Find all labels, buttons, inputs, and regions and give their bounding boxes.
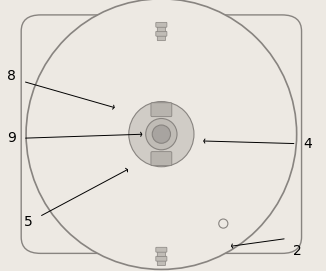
- Ellipse shape: [129, 102, 194, 167]
- Text: 4: 4: [303, 137, 312, 151]
- Text: 9: 9: [7, 131, 16, 145]
- FancyBboxPatch shape: [157, 252, 165, 257]
- FancyBboxPatch shape: [151, 103, 172, 117]
- Ellipse shape: [219, 219, 228, 228]
- Text: 2: 2: [293, 244, 302, 258]
- FancyBboxPatch shape: [156, 31, 167, 36]
- FancyBboxPatch shape: [157, 27, 165, 32]
- Ellipse shape: [146, 118, 177, 150]
- Text: 8: 8: [7, 69, 16, 83]
- FancyBboxPatch shape: [156, 256, 167, 261]
- FancyBboxPatch shape: [157, 36, 165, 41]
- Text: 5: 5: [24, 215, 33, 229]
- Ellipse shape: [93, 66, 230, 203]
- Ellipse shape: [129, 102, 194, 167]
- Ellipse shape: [152, 125, 170, 143]
- FancyBboxPatch shape: [156, 22, 167, 27]
- Ellipse shape: [26, 0, 297, 269]
- FancyBboxPatch shape: [156, 247, 167, 252]
- FancyBboxPatch shape: [151, 152, 172, 166]
- FancyBboxPatch shape: [21, 15, 302, 253]
- FancyBboxPatch shape: [157, 261, 165, 266]
- Ellipse shape: [146, 118, 177, 150]
- Ellipse shape: [59, 31, 264, 237]
